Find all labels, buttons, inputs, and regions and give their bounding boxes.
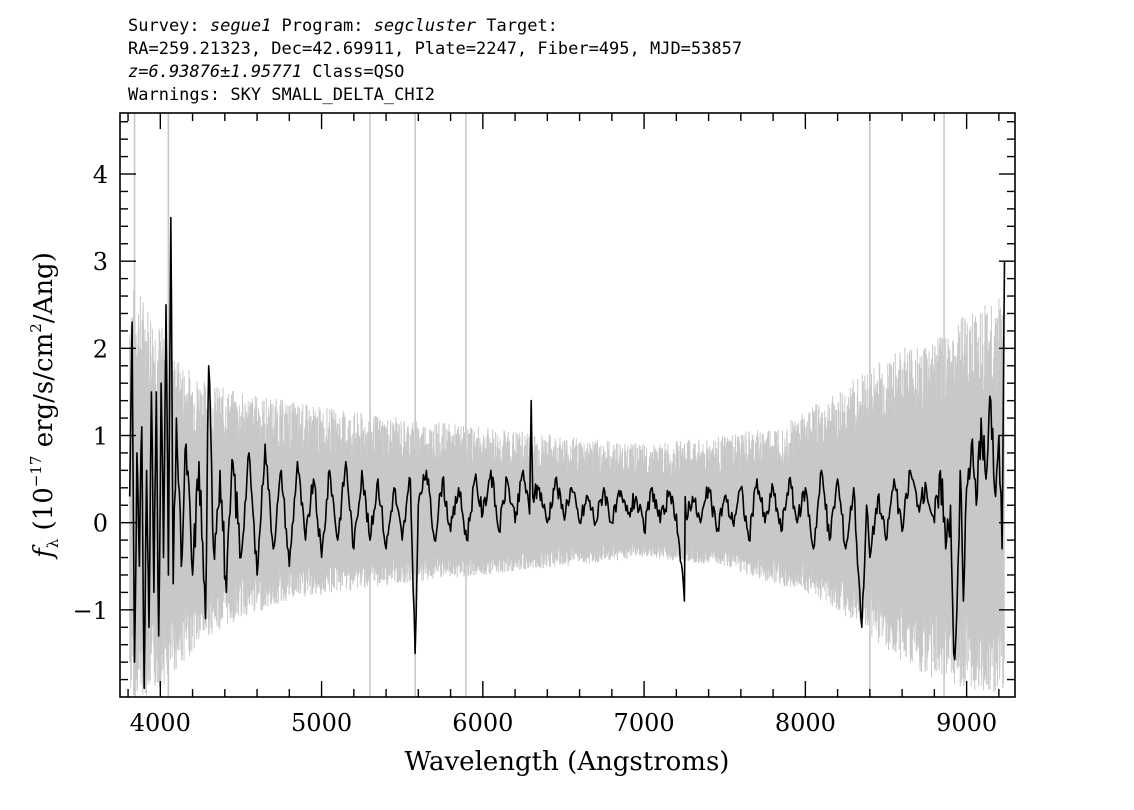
y-tick-label: 4 (93, 161, 108, 189)
plot-border (119, 112, 1016, 698)
y-axis-title-unit-mid: erg/s/cm (29, 333, 59, 456)
tick-labels: 4000 5000 6000 7000 8000 9000 −1 0 1 2 3 4 (73, 161, 998, 737)
x-tick-label: 8000 (775, 709, 836, 737)
y-tick-label: −1 (73, 597, 108, 625)
y-axis-title-exponent: −17 (27, 456, 45, 488)
y-axis-title-subscript: λ (44, 538, 62, 548)
x-axis-title: Wavelength (Angstroms) (405, 747, 730, 777)
y-axis-title-unit-close: /Ang) (29, 252, 59, 323)
header-line-1: Survey: segue1 Program: segcluster Targe… (128, 16, 558, 36)
x-tick-label: 6000 (452, 709, 513, 737)
program-label: Program: (271, 16, 373, 36)
header-line-4: Warnings: SKY SMALL_DELTA_CHI2 (128, 85, 435, 105)
redshift-value: z=6.93876±1.95771 (128, 62, 302, 82)
y-axis-title: fλ (10−17 erg/s/cm2/Ang) (27, 252, 62, 560)
y-axis-title-unit-open: (10 (29, 487, 59, 539)
y-tick-label: 0 (93, 510, 108, 538)
sky-lines (133, 113, 945, 697)
x-tick-label: 4000 (130, 709, 191, 737)
y-tick-label: 3 (93, 248, 108, 276)
header-line-2: RA=259.21323, Dec=42.69911, Plate=2247, … (128, 39, 742, 59)
survey-value: segue1 (210, 16, 271, 36)
x-tick-label: 9000 (936, 709, 997, 737)
axis-ticks (120, 113, 1015, 697)
y-tick-label: 1 (93, 423, 108, 451)
y-axis-title-exponent-2: 2 (27, 323, 45, 333)
x-tick-label: 7000 (614, 709, 675, 737)
class-text: Class=QSO (302, 62, 404, 82)
y-tick-label: 2 (93, 335, 108, 363)
program-value: segcluster (374, 16, 477, 36)
x-tick-label: 5000 (291, 709, 352, 737)
header-line-3: z=6.93876±1.95771 Class=QSO (128, 62, 404, 82)
error-band (129, 288, 1005, 696)
header: Survey: segue1 Program: segcluster Targe… (128, 16, 742, 105)
error-envelope (129, 288, 1005, 696)
survey-label: Survey: (128, 16, 210, 36)
flux-series (128, 216, 1006, 690)
flux-line (128, 216, 1006, 690)
plot-frame (119, 112, 1016, 698)
target-label: Target: (476, 16, 558, 36)
